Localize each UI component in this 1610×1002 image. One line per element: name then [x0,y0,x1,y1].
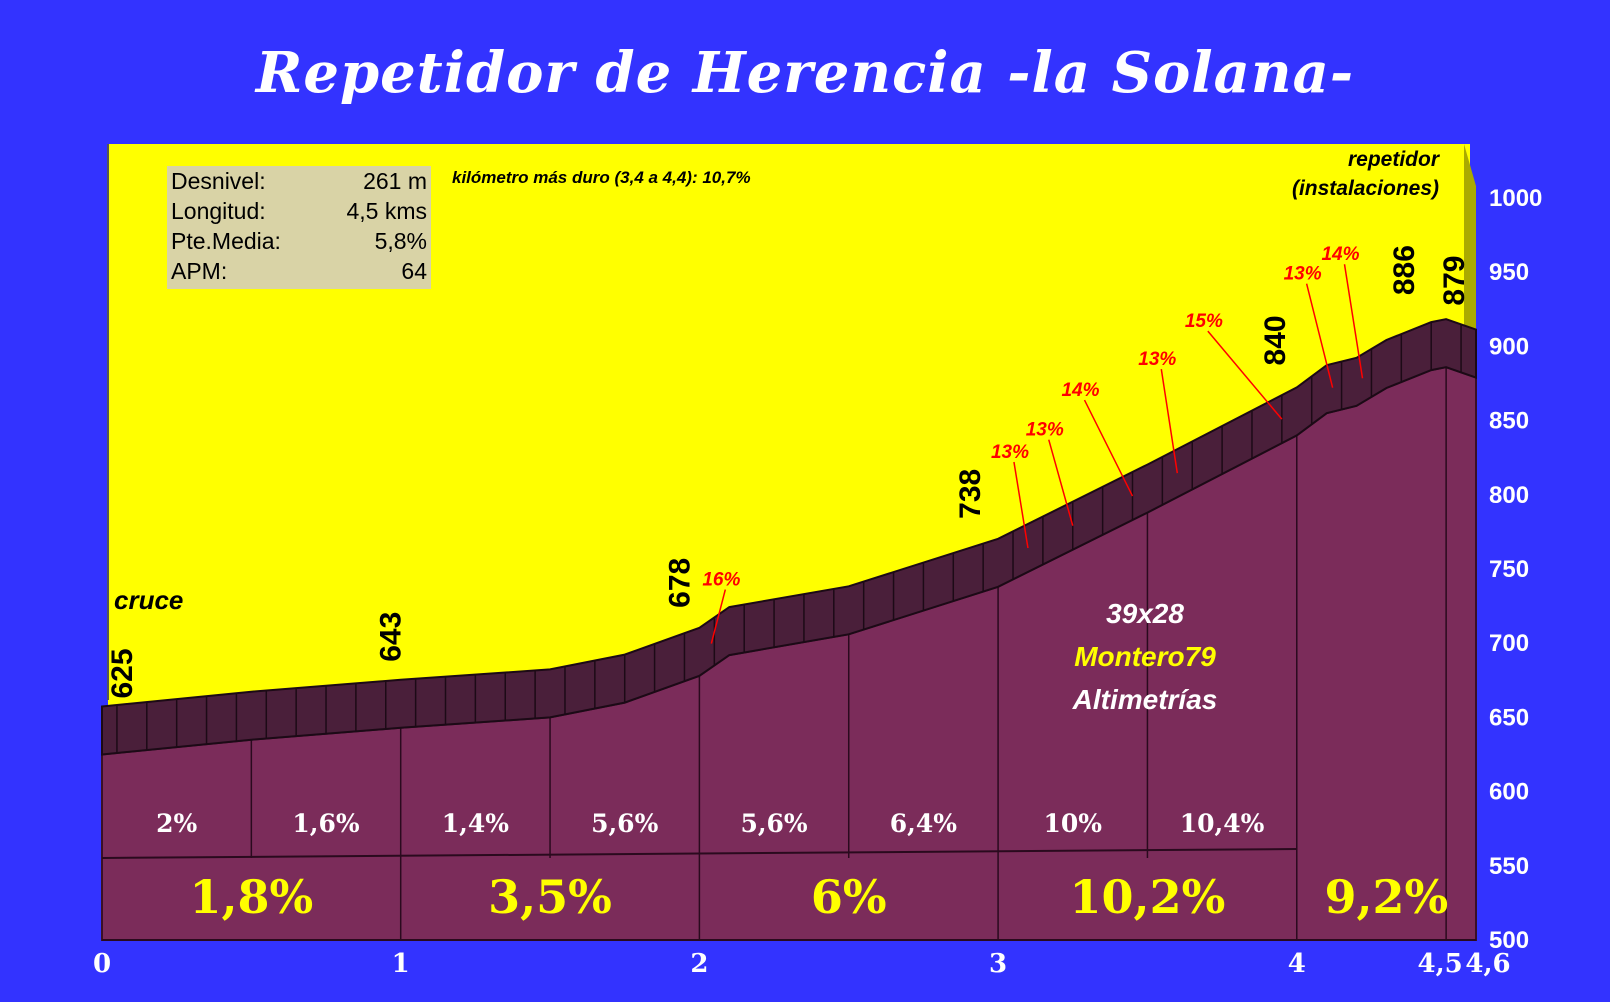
y-tick-label: 550 [1489,853,1529,880]
stat-value: 261 m [363,168,427,194]
stat-row: Pte.Media: 5,8% [167,226,431,256]
stat-label: Desnivel: [171,168,266,194]
max-grade-label: 13% [991,442,1029,463]
km-grade-label: 9,2% [1325,870,1449,924]
x-tick-label: 2 [690,949,708,979]
elevation-label: 625 [106,648,139,698]
max-grade-leader [1343,264,1364,379]
stat-label: Pte.Media: [171,228,281,254]
y-tick-label: 750 [1489,556,1529,583]
stat-value: 5,8% [374,228,427,254]
stats-box: Desnivel: 261 m Longitud: 4,5 kms Pte.Medi… [167,166,431,289]
y-tick-label: 500 [1489,927,1529,954]
elevation-label: 886 [1388,245,1421,295]
max-grade-leader [1305,283,1334,388]
summit-label: repetidor (instalaciones) [1292,145,1439,203]
km-grade-label: 6% [811,870,887,924]
summit-label-line: (instalaciones) [1291,177,1439,200]
site-label: Altimetrías [1072,684,1218,715]
elevation-label: 879 [1438,256,1471,306]
elevation-label: 678 [663,558,696,608]
y-tick-label: 1000 [1489,185,1542,212]
half-km-grade-label: 1,6% [292,809,359,838]
half-km-grade-label: 1,4% [442,809,509,838]
half-km-grade-label: 5,6% [591,809,658,838]
half-km-grade-label: 5,6% [740,809,807,838]
x-tick-label: 0 [93,949,111,979]
x-tick-label: 4,5 [1418,949,1463,979]
stat-value: 4,5 kms [346,198,427,224]
y-tick-label: 800 [1489,482,1529,509]
stat-value: 64 [401,258,427,284]
hardest-km-note: kilómetro más duro (3,4 a 4,4): 10,7% [452,168,751,187]
elevation-label: 643 [375,612,408,662]
y-tick-label: 700 [1489,630,1529,657]
y-tick-label: 900 [1489,333,1529,360]
max-grade-leader [710,589,727,644]
km-grade-label: 10,2% [1070,870,1226,924]
half-km-grade-label: 10,4% [1180,809,1265,838]
max-grade-label: 14% [1321,244,1359,265]
max-grade-leader [1013,461,1029,549]
max-grade-label: 15% [1185,311,1223,332]
x-tick-label: 4 [1288,949,1306,979]
chart-title: Repetidor de Herencia -la Solana- [255,40,1355,106]
x-tick-label: 1 [392,949,410,979]
y-tick-label: 850 [1489,408,1529,435]
max-grade-leader [1083,399,1134,497]
summit-label-line: repetidor [1347,148,1439,171]
elevation-label: 738 [954,469,987,519]
stat-label: Longitud: [171,198,266,224]
y-tick-label: 600 [1489,779,1529,806]
gear-label: 39x28 [1106,598,1184,629]
max-grade-label: 13% [1284,264,1322,285]
author-label: Montero79 [1074,641,1216,672]
half-km-grade-label: 2% [156,809,197,838]
y-tick-label: 950 [1489,259,1529,286]
y-tick-label: 650 [1489,704,1529,731]
elevation-label: 840 [1259,315,1292,365]
x-tick-label: 4,6 [1465,949,1510,979]
stat-row: Longitud: 4,5 kms [167,196,431,226]
half-km-grade-label: 6,4% [890,809,957,838]
max-grade-label: 14% [1061,380,1099,401]
stat-label: APM: [171,258,228,284]
max-grade-label: 13% [1026,420,1064,441]
band-divider [101,848,1297,859]
max-grade-leader [1160,369,1179,474]
stat-row: Desnivel: 261 m [167,166,431,196]
max-grade-label: 13% [1138,349,1176,370]
max-grade-label: 16% [702,570,740,591]
half-km-grade-label: 10% [1043,809,1102,838]
max-grade-leader [1207,330,1283,420]
start-label: cruce [114,585,184,615]
x-tick-label: 3 [989,949,1007,979]
km-grade-label: 1,8% [189,870,313,924]
stat-row: APM: 64 [167,256,431,286]
km-grade-label: 3,5% [488,870,612,924]
max-grade-leader [1048,439,1074,526]
